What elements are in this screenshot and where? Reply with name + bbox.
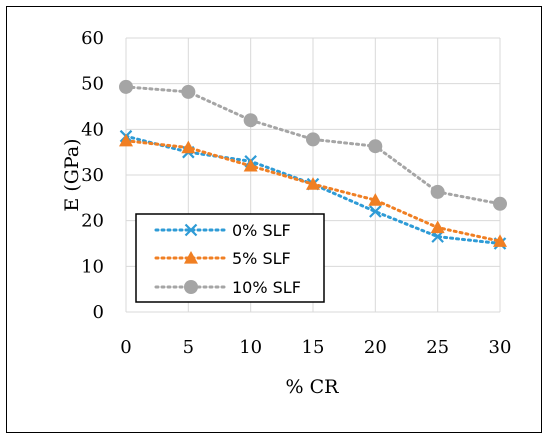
series-5pct-slf bbox=[119, 133, 507, 247]
y-tick-label: 20 bbox=[81, 211, 104, 232]
legend-label: 0% SLF bbox=[232, 221, 291, 240]
legend-item: 0% SLF bbox=[154, 221, 291, 240]
x-tick-label: 25 bbox=[426, 337, 449, 358]
x-tick-label: 10 bbox=[239, 337, 262, 358]
data-point bbox=[430, 220, 445, 234]
y-axis-title: E (GPa) bbox=[61, 138, 83, 211]
legend-items: 0% SLF 5% SLF 10% SLF bbox=[154, 221, 301, 297]
legend-label: 10% SLF bbox=[232, 278, 301, 297]
data-point bbox=[181, 84, 196, 99]
data-point bbox=[306, 132, 320, 147]
x-tick-label: 30 bbox=[489, 337, 512, 358]
legend-item: 5% SLF bbox=[154, 249, 291, 268]
x-tick-label: 20 bbox=[364, 337, 387, 358]
x-tick-labels: 0 5 10 15 20 25 30 bbox=[120, 337, 511, 358]
data-point bbox=[369, 205, 382, 218]
series-10pct-slf bbox=[119, 79, 507, 211]
data-point bbox=[368, 139, 383, 154]
legend-marker bbox=[184, 251, 198, 264]
data-point bbox=[119, 133, 133, 147]
y-tick-label: 30 bbox=[81, 165, 104, 186]
y-tick-label: 50 bbox=[81, 74, 104, 95]
data-point bbox=[493, 196, 507, 211]
y-tick-label: 60 bbox=[81, 28, 104, 49]
x-axis-title: % CR bbox=[286, 376, 340, 398]
x-tick-label: 0 bbox=[120, 337, 131, 358]
data-point bbox=[181, 140, 196, 154]
legend: 0% SLF 5% SLF 10% SLF bbox=[135, 213, 325, 303]
x-tick-label: 5 bbox=[183, 337, 194, 358]
data-point bbox=[243, 158, 258, 172]
legend-marker bbox=[184, 280, 198, 294]
data-point bbox=[306, 177, 320, 190]
data-point bbox=[493, 234, 507, 247]
y-tick-label: 40 bbox=[81, 119, 104, 140]
legend-marker bbox=[184, 223, 198, 237]
series-layer bbox=[119, 79, 507, 250]
y-tick-label: 10 bbox=[81, 256, 104, 277]
x-tick-label: 15 bbox=[302, 337, 325, 358]
legend-item: 10% SLF bbox=[154, 278, 301, 297]
data-point bbox=[430, 184, 445, 199]
data-point bbox=[368, 193, 383, 206]
y-tick-labels: 0 10 20 30 40 50 60 bbox=[81, 28, 104, 323]
data-point bbox=[243, 113, 258, 128]
data-point bbox=[119, 79, 133, 94]
legend-label: 5% SLF bbox=[232, 249, 291, 268]
y-tick-label: 0 bbox=[93, 302, 104, 323]
